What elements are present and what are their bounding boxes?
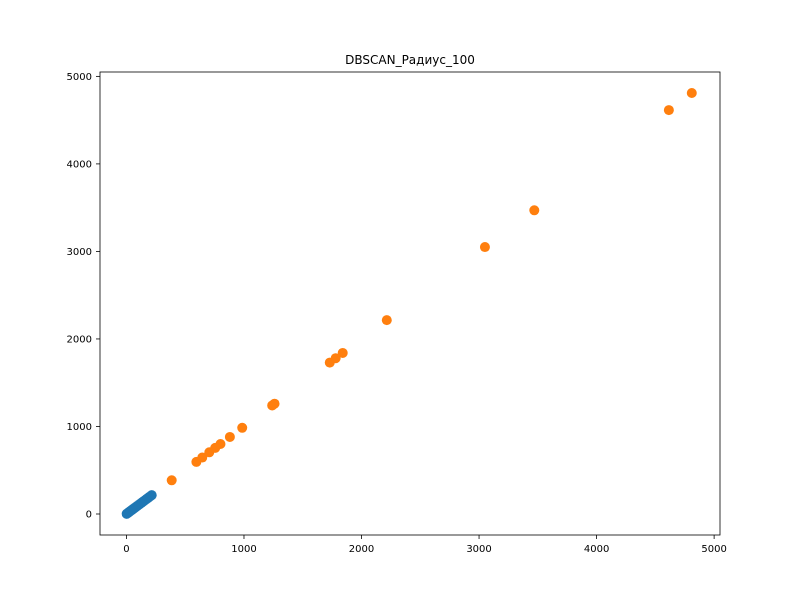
x-tick-label-4: 3000 — [466, 544, 491, 555]
y-tick-label-4: 3000 — [67, 247, 92, 258]
x-tick-label-2: 1000 — [231, 544, 256, 555]
x-tick-label-5: 4000 — [584, 544, 609, 555]
data-point-series2-8 — [237, 422, 248, 433]
y-tick-label-2: 1000 — [67, 422, 92, 433]
data-point-series2-15 — [479, 242, 490, 253]
data-point-series2-12 — [330, 353, 341, 364]
chart-title: DBSCAN_Радиус_100 — [345, 53, 475, 67]
axes-layer: 0 1000 2000 3000 4000 5000 0 1000 2000 3000 4000 50… — [67, 71, 727, 555]
data-point-series2-7 — [224, 431, 235, 442]
x-tick-label-6: 5000 — [701, 544, 726, 555]
data-point-series2-3 — [197, 452, 208, 463]
y-tick-label-5: 4000 — [67, 159, 92, 170]
data-point-series2-17 — [663, 105, 674, 116]
x-tick-label-3: 2000 — [349, 544, 374, 555]
plot-frame — [99, 71, 721, 536]
y-tick-label-6: 5000 — [67, 72, 92, 83]
y-tick-label-3: 2000 — [67, 334, 92, 345]
x-tick-label-1: 0 — [123, 544, 129, 555]
data-point-series2-16 — [529, 205, 540, 216]
data-point-series2-6 — [215, 438, 226, 449]
data-point-series2-1 — [166, 475, 177, 486]
data-point-series2-18 — [686, 88, 697, 99]
data-point-series1-20 — [146, 490, 157, 501]
points-layer — [121, 88, 697, 519]
data-point-series2-10 — [269, 398, 280, 409]
data-point-series2-13 — [337, 347, 348, 358]
data-point-series2-14 — [381, 315, 392, 326]
y-tick-label-1: 0 — [86, 509, 92, 520]
